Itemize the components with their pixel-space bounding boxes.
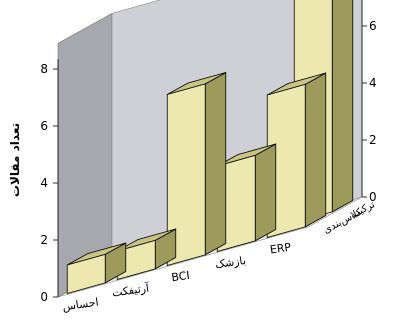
y-tick-label-left: 8 (40, 62, 48, 76)
y-tick-label-right: 2 (369, 133, 377, 147)
y-tick-label-left: 6 (40, 119, 48, 133)
bar-front (66, 253, 106, 295)
bar (166, 71, 227, 267)
bar-side (254, 143, 277, 242)
y-tick-label-left: 0 (40, 290, 48, 304)
y-tick-label-right: 4 (369, 76, 377, 90)
bar (266, 72, 327, 239)
bar (216, 143, 277, 253)
y-tick-label-left: 2 (40, 233, 48, 247)
x-tick-label: BCI (171, 269, 191, 284)
bar-front (166, 83, 206, 267)
x-tick-label: بازشک (214, 254, 246, 271)
y-axis-title: تعداد مقالات (8, 123, 22, 197)
y-tick-label-right: 6 (369, 19, 377, 33)
bar-side (204, 71, 227, 256)
x-tick-label: آرتیفکت (111, 280, 151, 299)
y-tick-label-right: 0 (369, 190, 377, 204)
chart-bars (66, 0, 354, 295)
bar-side (304, 72, 327, 228)
y-tick-label-left: 4 (40, 176, 48, 190)
z-tick-label: ترکیب (349, 199, 377, 221)
x-tick-label: احساس (62, 296, 100, 314)
x-tick-label: ERP (269, 241, 292, 257)
chart-axes (53, 0, 367, 298)
bar (116, 228, 177, 281)
bar-side (331, 0, 354, 213)
bar-front (266, 83, 306, 239)
bar (66, 242, 127, 295)
